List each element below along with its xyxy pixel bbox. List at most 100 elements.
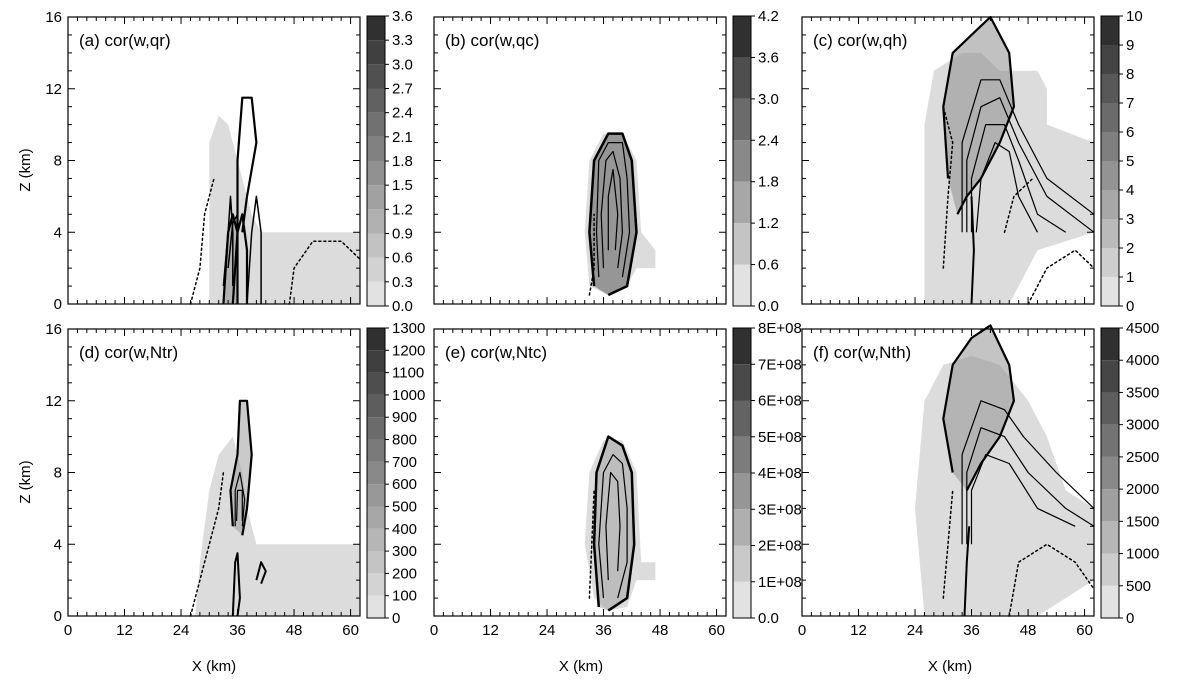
colorbar-band: [733, 181, 751, 224]
colorbar-band: [733, 364, 751, 401]
colorbar-label: 2.7: [392, 81, 413, 98]
contour-line: [970, 454, 1076, 545]
colorbar-label: 1000: [392, 387, 425, 404]
colorbar-label: 1200: [392, 342, 425, 359]
contour-line: [961, 400, 1095, 545]
colorbar-label: 4500: [1126, 320, 1159, 337]
colorbar-band: [733, 98, 751, 141]
x-tick-label: 12: [116, 622, 133, 639]
colorbar-band: [367, 112, 385, 137]
colorbar-band: [1101, 219, 1119, 248]
colorbar-band: [1101, 456, 1119, 490]
colorbar-label: 5: [1126, 153, 1134, 170]
contour-line: [227, 213, 239, 269]
colorbar-band: [367, 136, 385, 161]
colorbar-band: [367, 417, 385, 440]
panel-title: (b) cor(w,qc): [445, 31, 539, 50]
colorbar-band: [733, 264, 751, 306]
negative-contour-line: [288, 240, 361, 305]
colorbar-label: 4: [1126, 182, 1134, 199]
colorbar-label: 4000: [1126, 352, 1159, 369]
colorbar-band: [367, 185, 385, 210]
y-tick-label: 16: [45, 9, 62, 26]
contour-line: [605, 471, 621, 581]
x-tick-label: 48: [1020, 622, 1037, 639]
colorbar-band: [733, 57, 751, 99]
colorbar-band: [367, 528, 385, 552]
contour-line: [600, 150, 623, 269]
colorbar-label: 400: [392, 521, 417, 538]
colorbar-band: [367, 16, 385, 41]
colorbar-label: 800: [392, 432, 417, 449]
colorbar-label: 8: [1126, 66, 1134, 83]
colorbar-band: [1101, 277, 1119, 306]
panel-title: (f) cor(w,Nth): [813, 343, 911, 362]
colorbar-band: [1101, 392, 1119, 425]
colorbar-band: [1101, 424, 1119, 457]
x-tick-label: 60: [708, 622, 725, 639]
colorbar-label: 3.0: [392, 56, 413, 73]
colorbar-band: [367, 573, 385, 596]
negative-contour-line: [1027, 249, 1095, 305]
colorbar-label: 10: [1126, 8, 1143, 25]
negative-contour-line: [189, 177, 215, 305]
colorbar-band: [367, 209, 385, 234]
panel-c: (c) cor(w,qh) 0 1 2 3 4 5 6 7 8 9 10: [801, 8, 1143, 315]
x-tick-label: 0: [64, 622, 72, 639]
colorbar-label: 9: [1126, 37, 1134, 54]
x-axis-label-middle: X (km): [559, 658, 603, 675]
y-tick-label: 8: [54, 153, 62, 170]
colorbar-band: [733, 16, 751, 58]
colorbar-label: 0.0: [392, 298, 413, 315]
contour-line: [966, 427, 1095, 545]
colorbar-frame: [366, 327, 386, 619]
contour-line: [975, 142, 1039, 233]
colorbar-band: [1101, 74, 1119, 103]
contour-line: [598, 454, 628, 599]
y-tick-label: 4: [54, 224, 62, 241]
colorbar-band: [1101, 521, 1119, 554]
colorbar-band: [1101, 103, 1119, 132]
colorbar-band: [367, 64, 385, 89]
colorbar-label: 3.6: [758, 49, 779, 66]
x-axis-label-left: X (km): [192, 658, 236, 675]
x-tick-label: 24: [907, 622, 924, 639]
y-tick-label: 12: [45, 81, 62, 98]
contour-line: [963, 526, 971, 617]
colorbar-label: 1E+08: [758, 574, 802, 591]
colorbar-band: [1101, 161, 1119, 190]
colorbar-label: 600: [392, 476, 417, 493]
colorbar-label: 2: [1126, 240, 1134, 257]
colorbar-label: 1.8: [758, 174, 779, 191]
colorbar-band: [367, 350, 385, 373]
colorbar-band: [367, 484, 385, 507]
x-tick-label: 36: [229, 622, 246, 639]
colorbar-band: [1101, 16, 1119, 45]
shaded-region: [195, 436, 360, 616]
filled-contour: [589, 133, 637, 295]
colorbar-band: [733, 581, 751, 618]
panel-a: 0 4 8 12 16 (a) cor(w,qr) 0.0 0.3 0.6 0.9 1.2 1.5 1.…: [45, 8, 413, 315]
y-axis-label-bottom: Z (km): [17, 460, 34, 503]
colorbar-frame: [1100, 327, 1120, 619]
x-tick-label: 36: [595, 622, 612, 639]
panel-e: 0 12 24 36 48 60 (e) cor(w,Ntc) 0.0 1E+08 2E+08 3E…: [430, 320, 802, 639]
colorbar-label: 3: [1126, 211, 1134, 228]
panel-b: (b) cor(w,qc) 0.0 0.6 1.2 1.8 2.4 3.0 3.6 4.2: [433, 8, 779, 315]
panel-title: (a) cor(w,qr): [79, 31, 171, 50]
colorbar-band: [367, 394, 385, 418]
colorbar-label: 1: [1126, 269, 1134, 286]
colorbar-label: 2.4: [392, 105, 413, 122]
colorbar-label: 0: [1126, 610, 1134, 627]
negative-contour-line: [942, 489, 954, 599]
colorbar-label: 1500: [1126, 513, 1159, 530]
colorbar-label: 6E+08: [758, 393, 802, 410]
colorbar-band: [733, 328, 751, 365]
colorbar-band: [1101, 45, 1119, 74]
x-tick-label: 60: [1076, 622, 1093, 639]
y-tick-label: 12: [45, 393, 62, 410]
colorbar-band: [367, 233, 385, 258]
x-tick-label: 60: [342, 622, 359, 639]
